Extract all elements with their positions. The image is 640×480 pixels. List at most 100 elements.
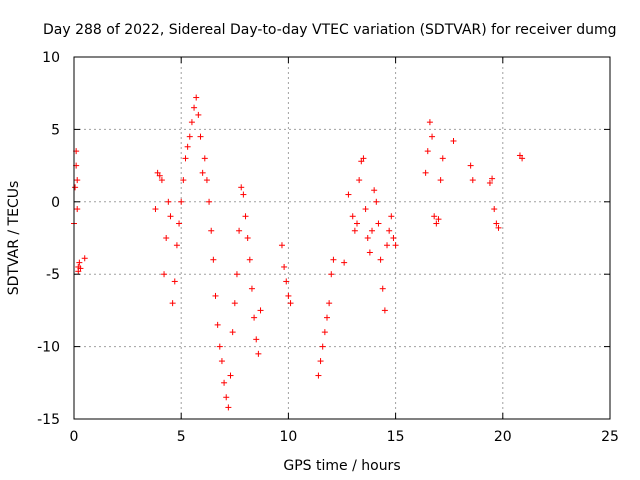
data-point (323, 314, 330, 321)
data-point (341, 259, 348, 266)
data-points (71, 94, 526, 411)
data-point (379, 285, 386, 292)
data-point (184, 143, 191, 150)
data-point (369, 227, 376, 234)
data-point (206, 198, 213, 205)
data-point (354, 220, 361, 227)
data-point (197, 133, 204, 140)
data-point (253, 336, 260, 343)
data-point (491, 206, 498, 213)
data-point (489, 175, 496, 182)
data-point (364, 235, 371, 241)
data-point (199, 169, 206, 176)
data-point (158, 177, 165, 184)
data-point (392, 242, 399, 249)
data-point (225, 404, 232, 411)
data-point (486, 179, 493, 186)
data-point (429, 133, 436, 140)
data-point (248, 285, 255, 292)
y-axis-ticks: -15 -10 -5 0 5 10 (37, 50, 610, 428)
data-point (469, 177, 476, 184)
x-axis-ticks: 0 5 10 15 20 25 (70, 57, 619, 445)
data-point (345, 191, 352, 198)
data-point (388, 213, 395, 220)
data-point (386, 227, 393, 234)
data-point (210, 256, 217, 263)
data-point (76, 259, 83, 266)
x-tick-label: 25 (601, 429, 619, 445)
chart-title: Day 288 of 2022, Sidereal Day-to-day VTE… (43, 22, 617, 38)
x-tick-label: 15 (387, 429, 405, 445)
data-point (326, 300, 333, 307)
y-tick-label: 5 (51, 122, 60, 138)
data-point (377, 256, 384, 263)
data-point (283, 278, 290, 285)
data-point (238, 184, 245, 191)
data-point (169, 300, 176, 307)
data-point (156, 172, 163, 179)
data-point (431, 213, 438, 220)
data-point (467, 162, 474, 169)
data-point (178, 198, 185, 205)
data-point (435, 216, 442, 223)
data-point (390, 235, 397, 241)
y-axis-label: SDTVAR / TECUs (6, 181, 22, 296)
data-point (173, 242, 180, 249)
data-point (281, 263, 288, 270)
x-tick-label: 0 (70, 429, 79, 445)
data-point (74, 206, 81, 213)
data-point (165, 198, 172, 205)
y-tick-label: -15 (37, 412, 60, 428)
data-point (212, 292, 219, 299)
data-point (422, 169, 429, 176)
data-point (180, 177, 187, 184)
data-point (495, 224, 502, 231)
y-tick-label: 10 (42, 50, 60, 66)
data-point (287, 300, 294, 307)
data-point (218, 358, 225, 365)
data-point (193, 94, 200, 101)
y-tick-label: -10 (37, 340, 60, 356)
data-point (360, 155, 367, 162)
data-point (188, 119, 195, 126)
x-tick-label: 10 (279, 429, 297, 445)
data-point (433, 220, 440, 227)
data-point (201, 155, 208, 162)
data-point (330, 256, 337, 263)
data-point (77, 265, 84, 272)
data-point (186, 133, 193, 140)
grid (74, 57, 610, 419)
x-tick-label: 5 (177, 429, 186, 445)
data-point (519, 155, 526, 162)
data-point (321, 329, 328, 336)
data-point (362, 206, 369, 213)
data-point (242, 213, 249, 220)
data-point (319, 343, 326, 350)
data-point (163, 235, 170, 241)
x-tick-label: 20 (494, 429, 512, 445)
data-point (278, 242, 285, 249)
data-point (223, 394, 230, 401)
data-point (439, 155, 446, 162)
data-point (171, 278, 178, 285)
data-point (315, 372, 322, 379)
data-point (167, 213, 174, 220)
data-point (161, 271, 168, 278)
data-point (356, 177, 363, 184)
data-point (349, 213, 356, 220)
data-point (233, 271, 240, 278)
y-tick-label: 0 (51, 195, 60, 211)
data-point (255, 350, 262, 357)
data-point (208, 227, 215, 234)
data-point (251, 314, 258, 321)
data-point (328, 271, 335, 278)
data-point (244, 235, 251, 241)
data-point (72, 184, 79, 191)
data-point (426, 119, 433, 126)
data-point (450, 137, 457, 144)
data-point (285, 292, 292, 299)
plot-frame (73, 56, 611, 420)
data-point (203, 177, 210, 184)
data-point (81, 255, 88, 262)
